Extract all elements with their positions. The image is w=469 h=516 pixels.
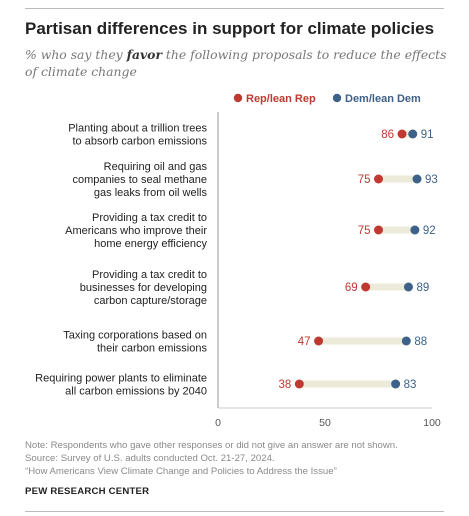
subtitle-tail: the following proposals to reduce the ef…: [25, 47, 447, 79]
rep-dot: [314, 336, 324, 346]
category-label: Taxing corporations based on: [63, 330, 207, 342]
category-label: Providing a tax credit to: [92, 212, 207, 224]
dem-value-label: 89: [416, 282, 429, 294]
chart-title: Partisan differences in support for clim…: [25, 19, 435, 38]
range-bar: [365, 283, 409, 291]
rep-value-label: 69: [345, 282, 358, 294]
top-rule: [25, 8, 444, 9]
category-label: Requiring power plants to eliminate: [35, 373, 207, 385]
chart-subtitle: % who say they favor the following propo…: [25, 46, 450, 80]
rep-value-label: 75: [358, 225, 371, 237]
category-label: Planting about a trillion trees: [68, 123, 207, 135]
category-label: their carbon emissions: [97, 343, 208, 355]
category-label: gas leaks from oil wells: [94, 187, 208, 199]
category-label: Requiring oil and gas: [104, 161, 208, 173]
category-label: all carbon emissions by 2040: [65, 386, 207, 398]
dem-dot: [410, 225, 420, 235]
subtitle-lead: % who say they: [25, 47, 127, 62]
rep-dot: [294, 379, 304, 389]
dem-value-label: 93: [425, 174, 438, 186]
dem-dot: [403, 282, 413, 292]
legend-dem-label: Dem/lean Dem: [345, 93, 421, 105]
note-text: Note: Respondents who gave other respons…: [25, 440, 398, 451]
range-bar: [402, 130, 413, 138]
category-label: companies to seal methane: [72, 174, 207, 186]
category-label: carbon capture/storage: [94, 295, 207, 307]
dem-value-label: 83: [404, 379, 417, 391]
range-bar: [299, 380, 396, 388]
category-label: businesses for developing: [80, 282, 207, 294]
category-label: Americans who improve their: [65, 225, 207, 237]
rep-dot: [374, 174, 383, 184]
rep-dot: [397, 129, 407, 139]
rep-value-label: 86: [381, 129, 394, 141]
range-bar: [318, 337, 407, 345]
dot-plot: 0 50 100 Rep/lean Rep Dem/lean Dem Planting a…: [35, 93, 441, 429]
category-label: to absorb carbon emissions: [72, 136, 207, 148]
range-bar: [378, 226, 415, 234]
report-title: “How Americans View Climate Change and P…: [25, 466, 337, 477]
source-organization: PEW RESEARCH CENTER: [25, 486, 150, 497]
tick-label: 100: [423, 417, 441, 429]
dem-value-label: 91: [421, 129, 434, 141]
chart-notes: Note: Respondents who gave other respons…: [25, 439, 455, 478]
tick-label: 50: [319, 417, 331, 429]
dem-value-label: 92: [423, 225, 436, 237]
dem-dot: [408, 129, 418, 139]
source-text: Source: Survey of U.S. adults conducted …: [25, 453, 275, 464]
range-bar: [378, 175, 418, 183]
rep-value-label: 38: [279, 379, 292, 391]
dem-dot: [391, 379, 401, 389]
legend-dem-marker: [332, 93, 342, 103]
legend-rep-label: Rep/lean Rep: [246, 93, 316, 105]
subtitle-emphasis: favor: [126, 47, 162, 62]
rep-dot: [374, 225, 383, 235]
dem-dot: [401, 336, 411, 346]
rep-value-label: 75: [358, 174, 371, 186]
dem-value-label: 88: [414, 336, 427, 348]
legend-rep-marker: [233, 93, 243, 103]
dem-dot: [412, 174, 422, 184]
rep-value-label: 47: [298, 336, 311, 348]
rep-dot: [361, 282, 371, 292]
category-label: home energy efficiency: [94, 238, 207, 250]
category-label: Providing a tax credit to: [92, 269, 207, 281]
tick-label: 0: [215, 417, 221, 429]
bottom-rule: [25, 511, 444, 512]
